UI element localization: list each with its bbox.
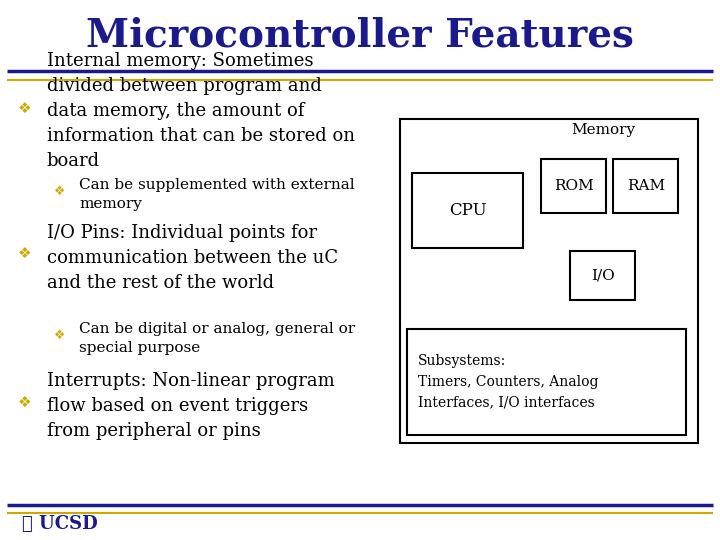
FancyBboxPatch shape [412,173,523,248]
Text: CPU: CPU [449,202,487,219]
FancyBboxPatch shape [541,159,606,213]
Text: Microcontroller Features: Microcontroller Features [86,16,634,54]
Text: ❖: ❖ [54,185,66,198]
Text: RAM: RAM [627,179,665,193]
Text: ROM: ROM [554,179,594,193]
FancyBboxPatch shape [613,159,678,213]
Text: Memory: Memory [571,123,636,137]
Text: Subsystems:
Timers, Counters, Analog
Interfaces, I/O interfaces: Subsystems: Timers, Counters, Analog Int… [418,354,598,410]
Text: ❖: ❖ [18,246,32,261]
FancyBboxPatch shape [570,251,635,300]
Text: ❖ UCSD: ❖ UCSD [22,515,97,533]
Text: Interrupts: Non-linear program
flow based on event triggers
from peripheral or p: Interrupts: Non-linear program flow base… [47,372,335,440]
Text: ❖: ❖ [18,100,32,116]
FancyBboxPatch shape [400,119,698,443]
Text: Internal memory: Sometimes
divided between program and
data memory, the amount o: Internal memory: Sometimes divided betwe… [47,52,355,170]
Text: Can be supplemented with external
memory: Can be supplemented with external memory [79,178,355,211]
Text: I/O: I/O [591,268,614,282]
Text: ❖: ❖ [18,395,32,410]
FancyBboxPatch shape [407,329,686,435]
Text: ❖: ❖ [54,329,66,342]
Text: Can be digital or analog, general or
special purpose: Can be digital or analog, general or spe… [79,322,356,355]
Text: I/O Pins: Individual points for
communication between the uC
and the rest of the: I/O Pins: Individual points for communic… [47,224,338,292]
